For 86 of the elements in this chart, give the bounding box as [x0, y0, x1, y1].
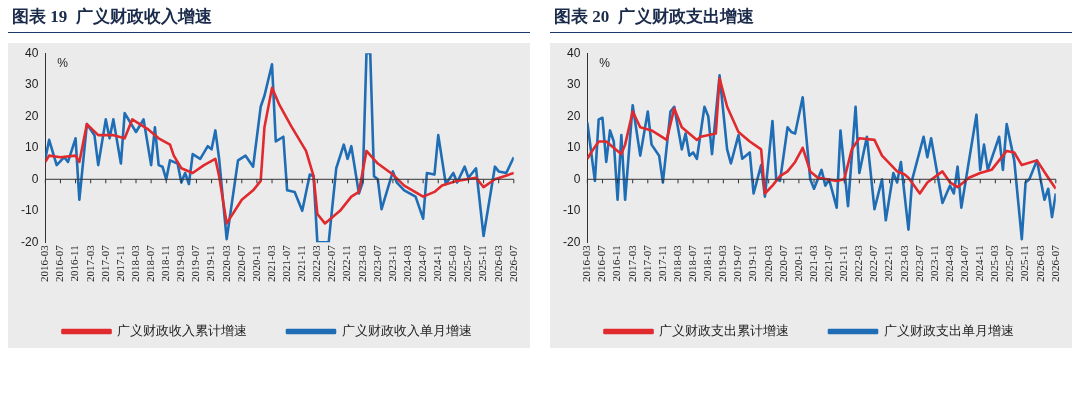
x-tick-label: 2021-03 — [264, 244, 277, 283]
x-tick-label: 2018-11 — [159, 245, 172, 282]
x-tick-label: 2018-03 — [670, 244, 683, 283]
x-tick-label: 2026-03 — [1033, 244, 1046, 283]
x-tick-label: 2017-07 — [98, 244, 111, 283]
y-tick-label: 0 — [31, 171, 39, 186]
x-tick-label: 2022-03 — [310, 244, 323, 283]
x-tick-label: 2023-07 — [370, 244, 383, 283]
x-tick-label: 2020-03 — [219, 244, 232, 283]
x-tick-label: 2020-03 — [761, 244, 774, 283]
x-tick-label: 2023-03 — [897, 244, 910, 283]
x-tick-label: 2019-03 — [174, 244, 187, 283]
x-tick-label: 2019-07 — [731, 244, 744, 283]
x-tick-label: 2023-11 — [385, 245, 398, 282]
y-tick-label: 20 — [566, 108, 581, 123]
chart-title: 图表 19 广义财政收入增速 — [8, 2, 530, 33]
x-tick-label: 2016-03 — [38, 244, 51, 283]
x-tick-label: 2016-11 — [68, 245, 81, 282]
x-tick-label: 2023-07 — [912, 244, 925, 283]
y-tick-label: 10 — [566, 140, 581, 155]
y-tick-label: 40 — [24, 45, 39, 60]
x-tick-label: 2017-11 — [113, 245, 126, 282]
x-tick-label: 2019-11 — [746, 245, 759, 282]
x-tick-label: 2017-07 — [640, 244, 653, 283]
y-tick-label: 10 — [24, 140, 39, 155]
legend-label: 广义财政支出累计增速 — [659, 322, 789, 338]
x-tick-label: 2022-11 — [340, 245, 353, 282]
y-tick-label: 30 — [24, 77, 39, 92]
x-tick-label: 2016-07 — [53, 244, 66, 283]
x-tick-label: 2021-11 — [837, 245, 850, 282]
x-tick-label: 2019-11 — [204, 245, 217, 282]
x-tick-label: 2024-03 — [400, 244, 413, 283]
x-tick-label: 2025-03 — [988, 244, 1001, 283]
y-tick-label: -20 — [563, 234, 581, 249]
y-tick-label: -10 — [563, 203, 581, 218]
y-tick-label: 0 — [573, 171, 581, 186]
chart-title: 图表 20 广义财政支出增速 — [550, 2, 1072, 33]
x-tick-label: 2025-11 — [1018, 245, 1031, 282]
x-tick-label: 2022-07 — [867, 244, 880, 283]
x-tick-label: 2022-11 — [882, 245, 895, 282]
x-tick-label: 2016-11 — [610, 245, 623, 282]
y-tick-label: 30 — [566, 77, 581, 92]
legend-label: 广义财政支出单月增速 — [883, 322, 1014, 338]
x-tick-label: 2023-03 — [355, 244, 368, 283]
x-tick-label: 2018-07 — [144, 244, 157, 283]
x-tick-label: 2016-07 — [595, 244, 608, 283]
x-tick-label: 2019-07 — [189, 244, 202, 283]
x-tick-label: 2025-07 — [461, 244, 474, 283]
x-tick-label: 2016-03 — [580, 244, 593, 283]
x-tick-label: 2017-03 — [83, 244, 96, 283]
y-axis-title: % — [599, 55, 611, 70]
x-tick-label: 2020-11 — [249, 245, 262, 282]
legend-label: 广义财政收入单月增速 — [341, 322, 472, 338]
x-tick-label: 2025-07 — [1003, 244, 1016, 283]
x-tick-label: 2018-03 — [128, 244, 141, 283]
y-tick-label: 20 — [24, 108, 39, 123]
x-tick-label: 2024-07 — [416, 244, 429, 283]
x-tick-label: 2020-11 — [791, 245, 804, 282]
x-tick-label: 2018-07 — [686, 244, 699, 283]
x-tick-label: 2026-07 — [506, 244, 519, 283]
x-tick-label: 2019-03 — [716, 244, 729, 283]
x-tick-label: 2021-07 — [822, 244, 835, 283]
y-axis-title: % — [57, 55, 69, 70]
x-tick-label: 2020-07 — [776, 244, 789, 283]
x-tick-label: 2021-07 — [280, 244, 293, 283]
x-tick-label: 2017-11 — [655, 245, 668, 282]
y-tick-label: -20 — [21, 234, 39, 249]
y-tick-label: 40 — [566, 45, 581, 60]
x-tick-label: 2025-03 — [446, 244, 459, 283]
x-tick-label: 2024-11 — [431, 245, 444, 282]
x-tick-label: 2021-11 — [295, 245, 308, 282]
x-tick-label: 2025-11 — [476, 245, 489, 282]
x-tick-label: 2026-07 — [1048, 244, 1061, 283]
x-tick-label: 2020-07 — [234, 244, 247, 283]
x-tick-label: 2018-11 — [701, 245, 714, 282]
x-tick-label: 2021-03 — [806, 244, 819, 283]
x-tick-label: 2017-03 — [625, 244, 638, 283]
x-tick-label: 2026-03 — [491, 244, 504, 283]
y-tick-label: -10 — [21, 203, 39, 218]
x-tick-label: 2023-11 — [927, 245, 940, 282]
x-tick-label: 2024-07 — [958, 244, 971, 283]
x-tick-label: 2022-03 — [852, 244, 865, 283]
x-tick-label: 2024-11 — [973, 245, 986, 282]
legend-label: 广义财政收入累计增速 — [117, 322, 247, 338]
x-tick-label: 2022-07 — [325, 244, 338, 283]
x-tick-label: 2024-03 — [942, 244, 955, 283]
